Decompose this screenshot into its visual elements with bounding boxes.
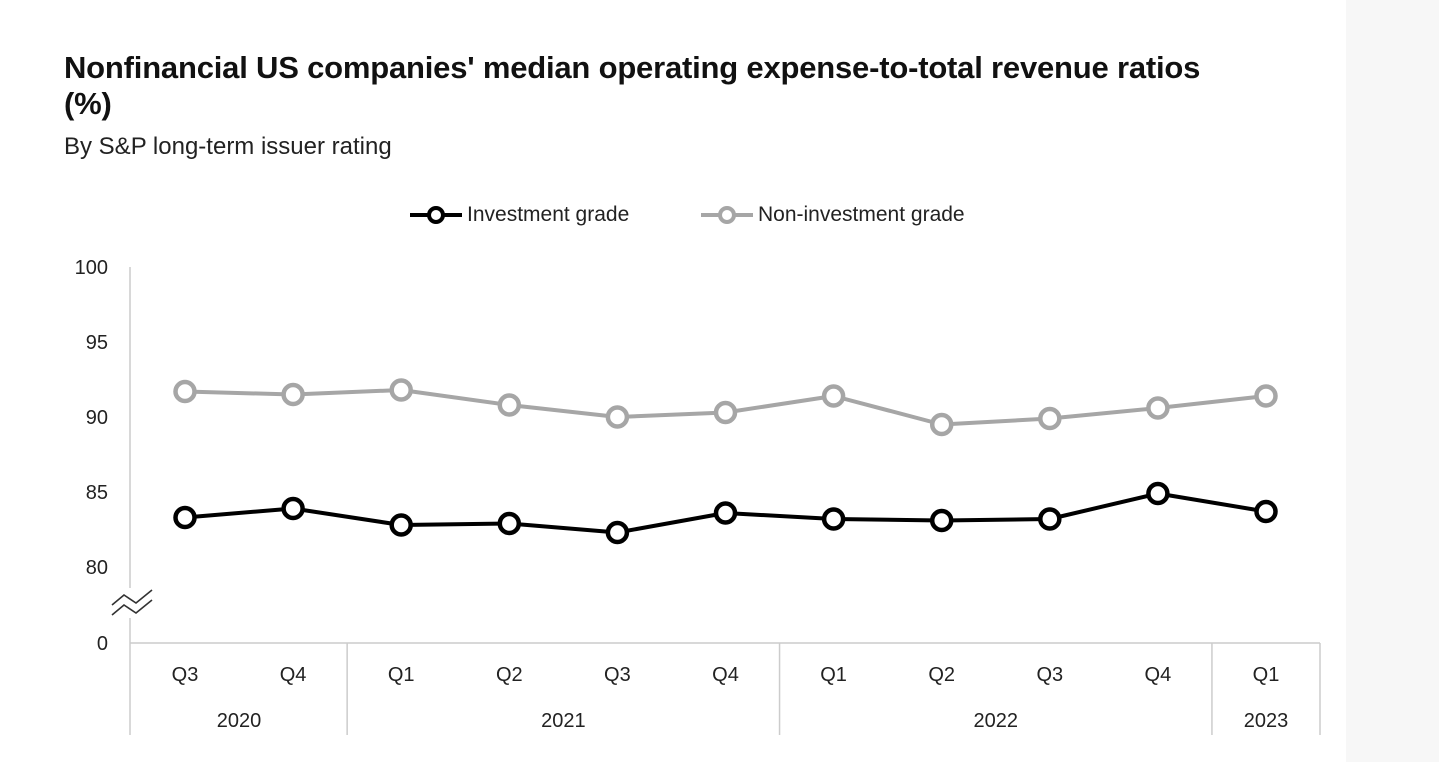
data-point-non-investment-grade bbox=[605, 405, 630, 429]
data-point-investment-grade bbox=[1038, 507, 1062, 531]
x-tick-label: Q4 bbox=[712, 664, 739, 686]
data-point-investment-grade bbox=[497, 511, 522, 536]
axis-break-upper bbox=[111, 589, 153, 606]
side-margin bbox=[1346, 0, 1439, 762]
y-tick-label: 85 bbox=[86, 482, 108, 504]
y-tick-label: 0 bbox=[97, 633, 108, 655]
legend-item-non-investment-grade: Non-investment grade bbox=[700, 199, 965, 231]
data-point-investment-grade bbox=[713, 501, 738, 525]
x-tick-label: Q3 bbox=[172, 664, 199, 686]
legend-label-non-investment-grade: Non-investment grade bbox=[758, 203, 965, 226]
data-point-non-investment-grade bbox=[173, 379, 197, 404]
x-tick-label: Q4 bbox=[1145, 664, 1172, 686]
chart-panel bbox=[0, 0, 1346, 762]
data-point-investment-grade bbox=[1146, 481, 1170, 506]
x-tick-label: Q1 bbox=[388, 664, 415, 686]
x-tick-label: Q3 bbox=[604, 664, 631, 686]
y-tick-label: 100 bbox=[75, 257, 108, 279]
data-point-non-investment-grade bbox=[497, 393, 522, 417]
data-point-investment-grade bbox=[605, 520, 630, 545]
axis-break-lower bbox=[111, 599, 153, 616]
y-tick-label: 95 bbox=[86, 332, 108, 354]
legend-item-investment-grade: Investment grade bbox=[409, 199, 629, 231]
y-tick-label: 80 bbox=[86, 557, 108, 579]
data-point-non-investment-grade bbox=[1254, 384, 1278, 408]
chart-legend: Investment grade Non-investment grade bbox=[0, 199, 1439, 231]
x-tick-label: Q2 bbox=[928, 664, 955, 686]
data-point-non-investment-grade bbox=[821, 384, 846, 408]
data-point-investment-grade bbox=[281, 496, 305, 521]
data-point-non-investment-grade bbox=[281, 382, 305, 407]
x-tick-label: Q1 bbox=[820, 664, 847, 686]
data-point-non-investment-grade bbox=[713, 400, 738, 425]
data-point-investment-grade bbox=[821, 507, 846, 531]
data-point-investment-grade bbox=[929, 508, 954, 533]
year-label: 2023 bbox=[1244, 710, 1289, 732]
x-tick-label: Q1 bbox=[1253, 664, 1280, 686]
chart-title: Nonfinancial US companies' median operat… bbox=[64, 50, 1201, 121]
data-point-non-investment-grade bbox=[389, 378, 413, 402]
data-point-non-investment-grade bbox=[929, 412, 954, 437]
year-label: 2020 bbox=[217, 710, 262, 732]
chart-subtitle: By S&P long-term issuer rating bbox=[64, 133, 392, 160]
legend-label-investment-grade: Investment grade bbox=[467, 203, 630, 226]
data-point-investment-grade bbox=[173, 505, 197, 530]
y-tick-label: 90 bbox=[86, 407, 108, 429]
data-point-investment-grade bbox=[1254, 499, 1278, 524]
data-point-non-investment-grade bbox=[1038, 406, 1062, 431]
x-tick-label: Q2 bbox=[496, 664, 523, 686]
x-tick-label: Q4 bbox=[280, 664, 307, 686]
x-tick-label: Q3 bbox=[1036, 664, 1063, 686]
year-label: 2022 bbox=[974, 710, 1019, 732]
year-label: 2021 bbox=[541, 710, 586, 732]
legend-marker-investment-grade bbox=[410, 206, 462, 224]
legend-marker-non-investment-grade bbox=[701, 206, 753, 224]
data-point-investment-grade bbox=[389, 513, 413, 537]
data-point-non-investment-grade bbox=[1146, 396, 1170, 420]
